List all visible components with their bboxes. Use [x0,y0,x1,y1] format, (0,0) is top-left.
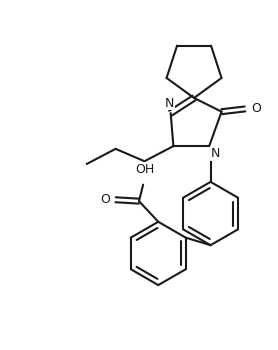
Text: N: N [165,97,174,110]
Text: N: N [210,147,220,161]
Text: O: O [100,193,110,206]
Text: OH: OH [135,162,154,176]
Text: O: O [251,103,261,116]
